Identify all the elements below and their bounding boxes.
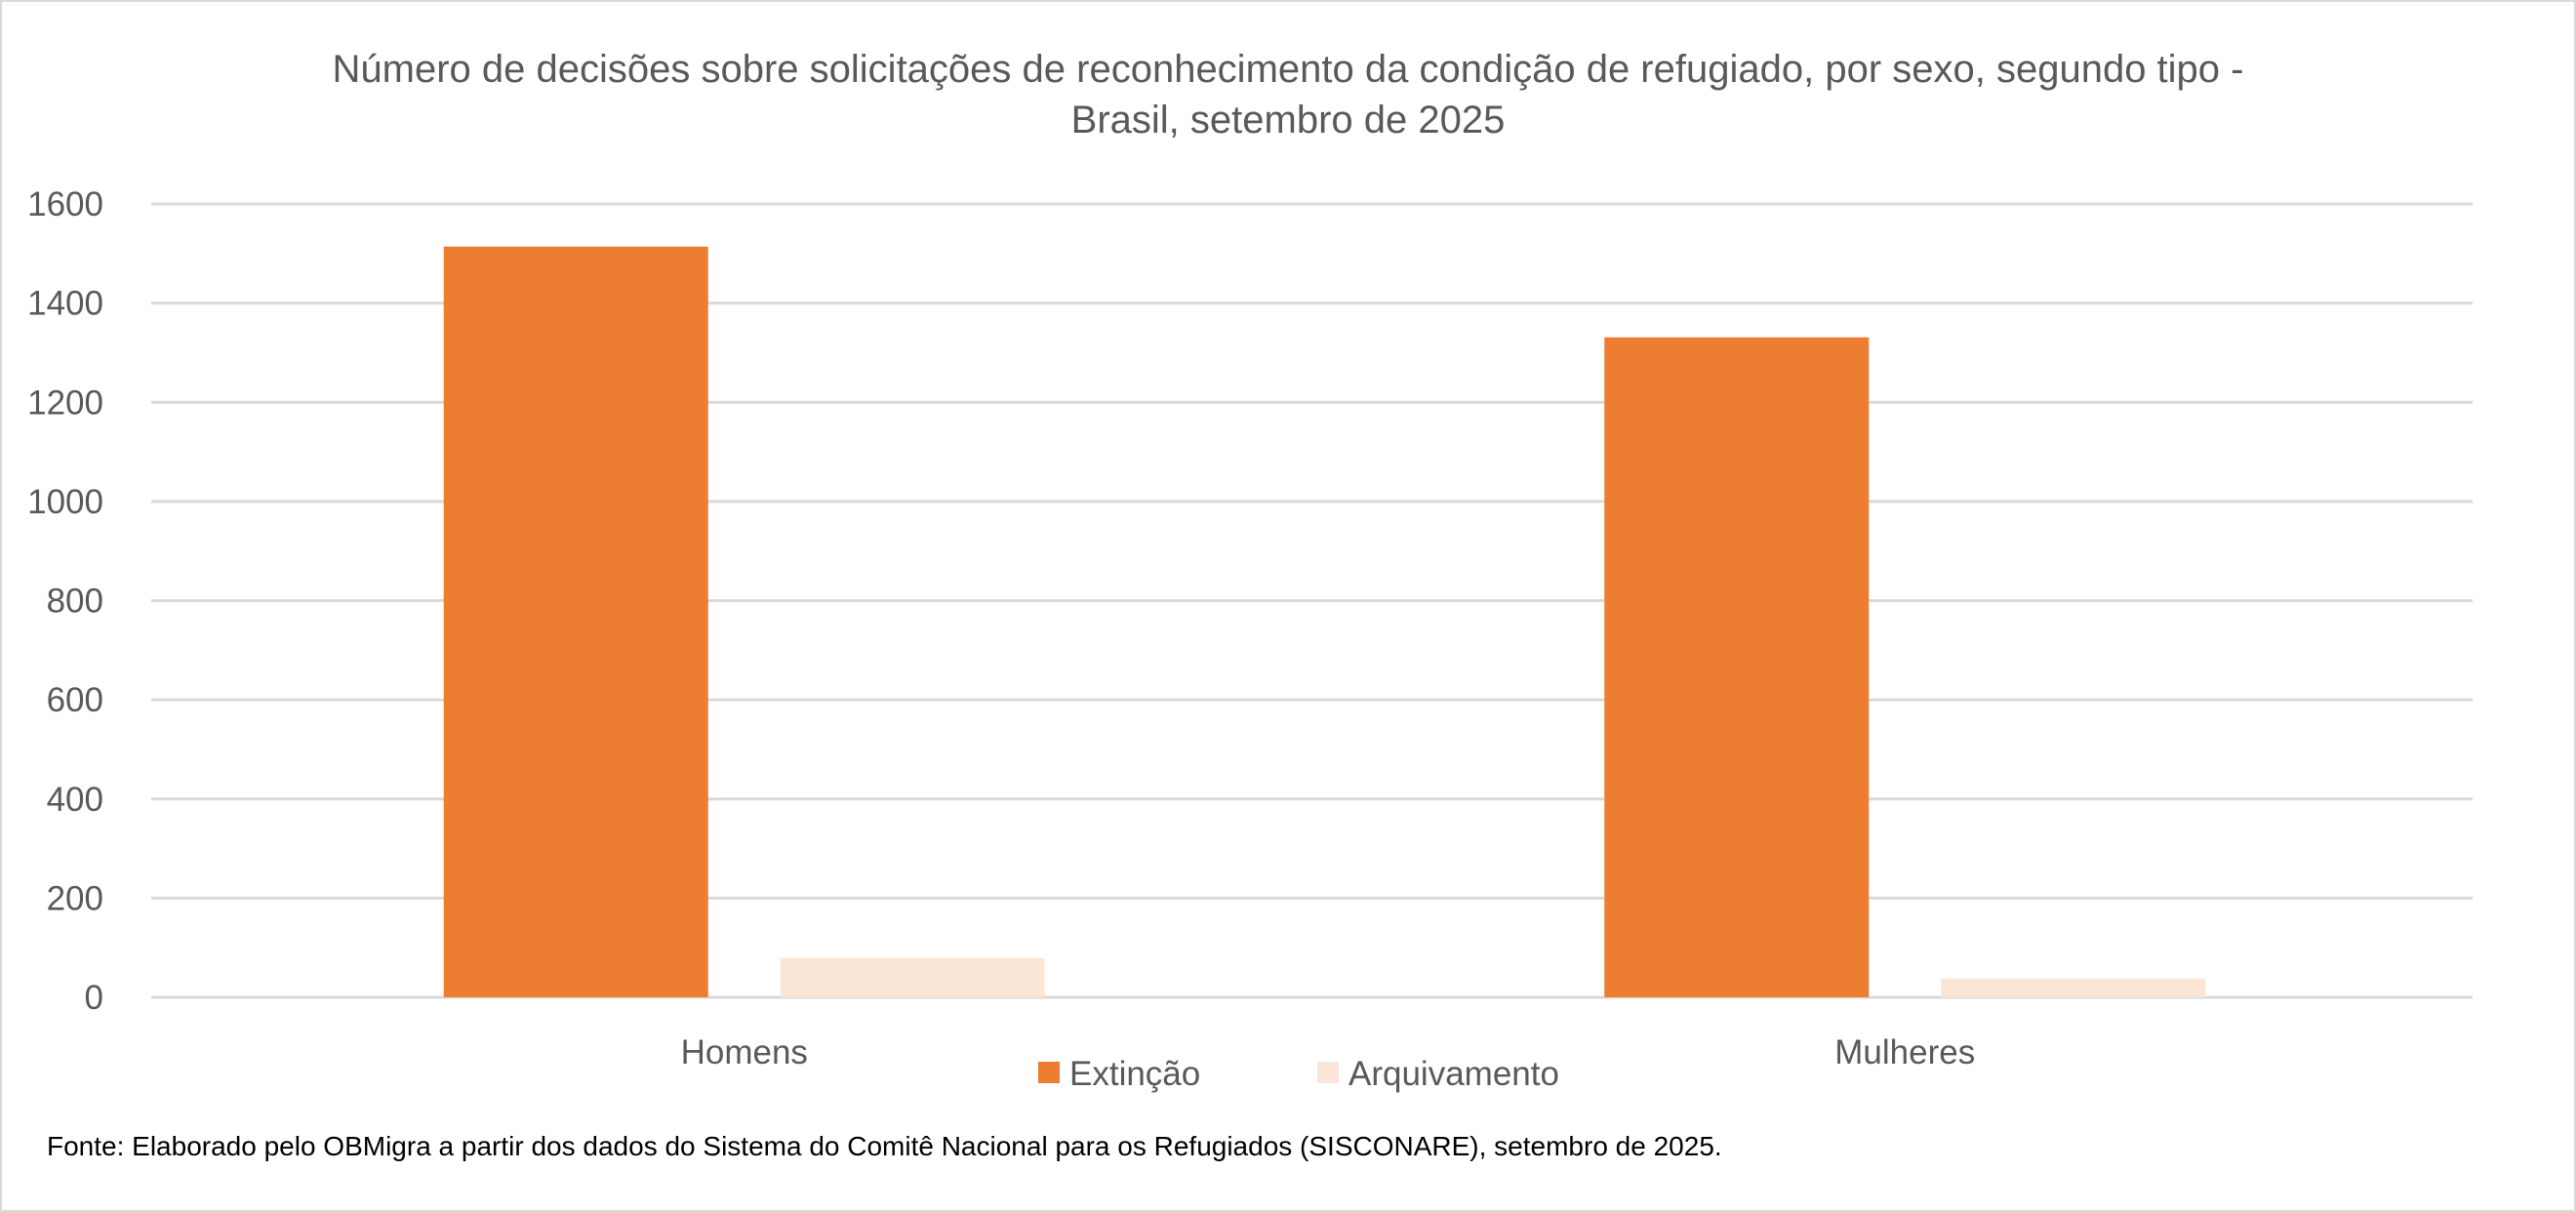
legend-swatch-extincao: [1038, 1062, 1060, 1083]
x-category-label: Mulheres: [1834, 1033, 1975, 1071]
chart-title-line-2: Brasil, setembro de 2025: [1071, 99, 1506, 141]
bar-mulheres-arquivamento: [1941, 978, 2206, 997]
y-tick-label: 1400: [27, 285, 103, 323]
y-axis-ticks: 0 200 400 600 800 1000 1200 1400 1600: [27, 185, 103, 1017]
chart-title-line-1: Número de decisões sobre solicitações de…: [333, 48, 2244, 91]
y-tick-label: 0: [85, 979, 103, 1017]
legend-label-extincao: Extinção: [1069, 1055, 1200, 1093]
legend-swatch-arquivamento: [1317, 1062, 1339, 1083]
y-tick-label: 1000: [27, 483, 103, 521]
y-tick-label: 600: [47, 681, 103, 719]
y-tick-label: 400: [47, 781, 103, 819]
x-axis-labels: Homens Mulheres: [681, 1033, 1976, 1071]
legend-label-arquivamento: Arquivamento: [1348, 1055, 1559, 1093]
bar-mulheres-extincao: [1604, 337, 1870, 997]
bar-homens-extincao: [443, 246, 708, 998]
y-tick-label: 1200: [27, 384, 103, 422]
y-tick-label: 200: [47, 879, 103, 917]
y-tick-label: 1600: [27, 185, 103, 223]
x-category-label: Homens: [681, 1033, 808, 1071]
y-tick-label: 800: [47, 583, 103, 621]
legend: Extinção Arquivamento: [1038, 1055, 1559, 1093]
source-note: Fonte: Elaborado pelo OBMigra a partir d…: [47, 1131, 1722, 1161]
bar-homens-arquivamento: [780, 957, 1045, 997]
bars: [443, 246, 2206, 998]
